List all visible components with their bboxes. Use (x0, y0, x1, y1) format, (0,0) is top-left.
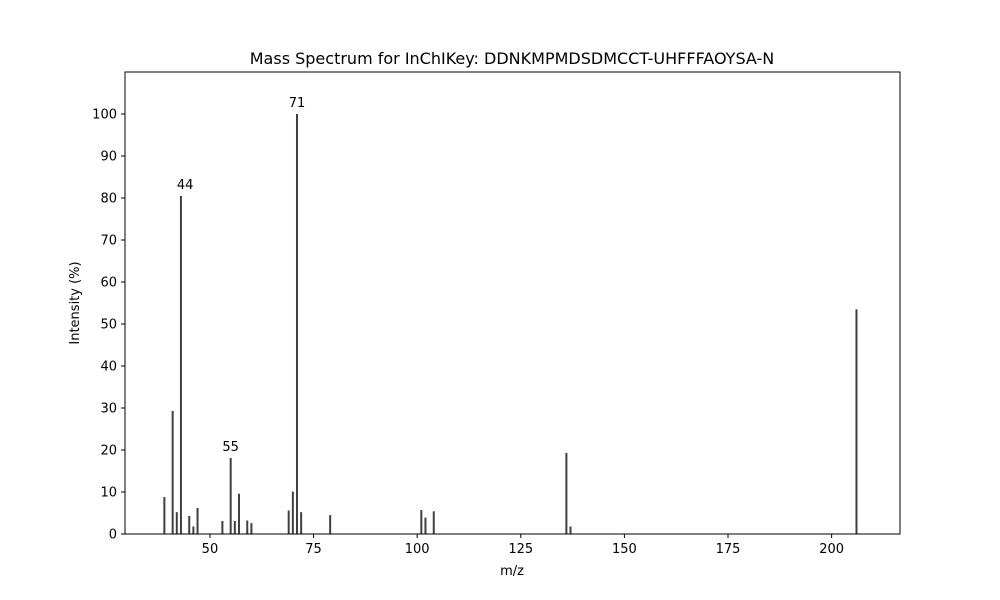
y-tick-label: 40 (100, 360, 117, 375)
peak-label: 71 (289, 96, 306, 111)
spectrum-bar (329, 515, 332, 534)
x-axis-label: m/z (500, 564, 524, 579)
x-tick-label: 75 (305, 542, 322, 557)
y-tick-label: 20 (100, 444, 117, 459)
x-tick-label: 125 (508, 542, 533, 557)
spectrum-bar (229, 457, 232, 534)
spectrum-bar (171, 410, 174, 534)
y-tick-label: 10 (100, 486, 117, 501)
y-tick-label: 60 (100, 276, 117, 291)
peak-label: 44 (177, 178, 194, 193)
spectrum-bar (569, 526, 572, 534)
x-tick-label: 50 (202, 542, 219, 557)
spectrum-bar (295, 114, 298, 534)
spectrum-bar (175, 512, 178, 534)
spectrum-bar (250, 523, 253, 534)
x-tick-label: 200 (819, 542, 844, 557)
spectrum-bar (237, 493, 240, 534)
x-tick-label: 175 (716, 542, 741, 557)
spectrum-bar (192, 526, 195, 534)
spectrum-bar (163, 497, 166, 534)
y-tick-label: 50 (100, 318, 117, 333)
spectrum-bar (565, 452, 568, 534)
y-tick-label: 80 (100, 192, 117, 207)
plot-area: 44 55 71 50 75 100 125 150 175 200 0 10 20 30 40 50 60 70… (92, 71, 901, 557)
y-axis-label: Intensity (%) (68, 261, 83, 344)
y-tick-label: 30 (100, 402, 117, 417)
y-tick-label: 90 (100, 150, 117, 165)
spectrum-bar (291, 491, 294, 534)
spectrum-bar (424, 517, 427, 534)
spectrum-bar (287, 510, 290, 534)
spectrum-bar (855, 309, 858, 534)
spectrum-bar (221, 520, 224, 534)
y-tick-label: 100 (92, 108, 117, 123)
plot-frame (124, 71, 901, 535)
spectrum-bar (233, 520, 236, 534)
spectrum-bar (246, 520, 249, 534)
y-tick-label: 0 (109, 528, 117, 543)
y-tick-label: 70 (100, 234, 117, 249)
x-tick-label: 150 (612, 542, 637, 557)
spectrum-bar (300, 512, 303, 534)
peak-label: 55 (222, 440, 239, 455)
x-tick-label: 100 (405, 542, 430, 557)
spectrum-bar (196, 507, 199, 534)
spectrum-bar (179, 195, 182, 534)
chart-title: Mass Spectrum for InChIKey: DDNKMPMDSDMC… (250, 49, 775, 68)
spectrum-bar (188, 515, 191, 534)
spectrum-bar (420, 510, 423, 534)
spectrum-bar (432, 511, 435, 534)
